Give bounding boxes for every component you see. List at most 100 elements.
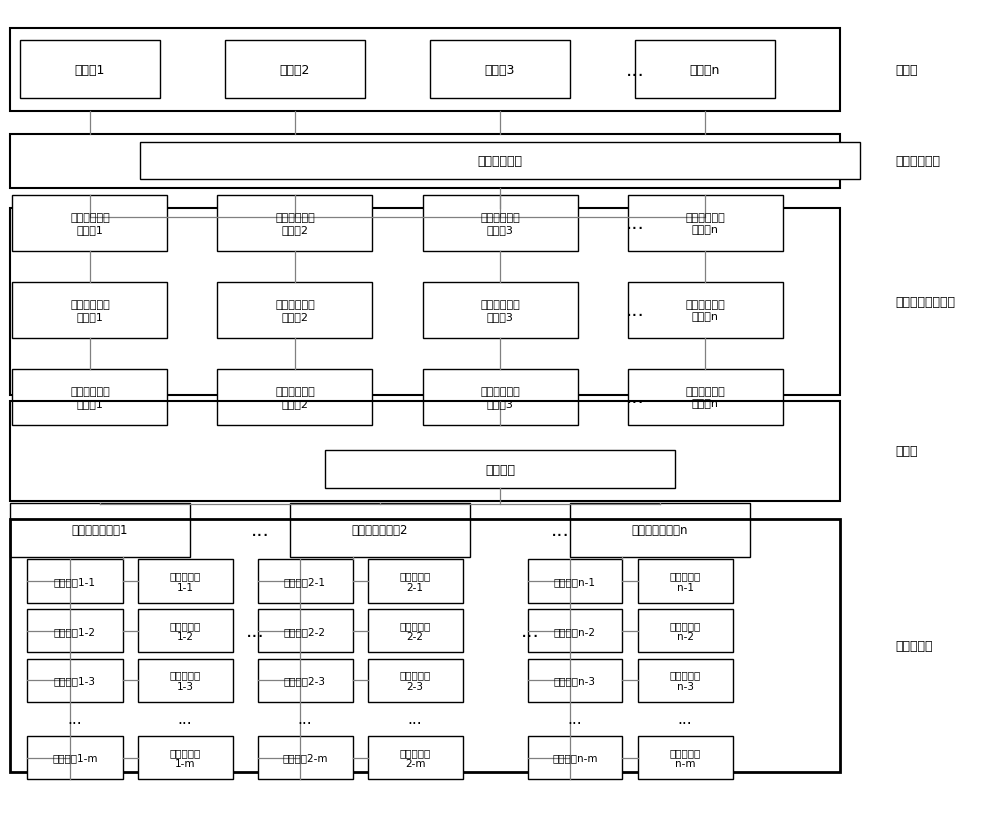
FancyBboxPatch shape: [528, 609, 622, 652]
Text: 智能热量表: 智能热量表: [895, 639, 932, 652]
Text: 智能热量表
2-m: 智能热量表 2-m: [399, 747, 431, 768]
Text: 智能热量表
n-1: 智能热量表 n-1: [669, 570, 701, 592]
FancyBboxPatch shape: [140, 142, 860, 180]
Text: 智能热量表
2-3: 智能热量表 2-3: [399, 670, 431, 691]
Text: ...: ...: [678, 711, 692, 726]
Text: 用户端2: 用户端2: [280, 64, 310, 77]
Text: 通信模块n-m: 通信模块n-m: [552, 753, 598, 763]
FancyBboxPatch shape: [422, 282, 578, 339]
Text: 通信模块1-2: 通信模块1-2: [54, 626, 96, 636]
Text: ...: ...: [68, 711, 82, 726]
Text: 热力公司管理
服务器1: 热力公司管理 服务器1: [70, 300, 110, 321]
FancyBboxPatch shape: [20, 41, 160, 99]
Text: 传感网: 传感网: [895, 445, 918, 458]
Text: 通信模块2-m: 通信模块2-m: [282, 753, 328, 763]
Text: 热力公司管理
服务器2: 热力公司管理 服务器2: [275, 300, 315, 321]
FancyBboxPatch shape: [638, 560, 732, 603]
Text: 公用网络: 公用网络: [485, 463, 515, 476]
FancyBboxPatch shape: [422, 195, 578, 252]
FancyBboxPatch shape: [368, 609, 462, 652]
FancyBboxPatch shape: [138, 609, 232, 652]
FancyBboxPatch shape: [225, 41, 365, 99]
Text: 热力公司服务
服务器n: 热力公司服务 服务器n: [685, 213, 725, 234]
Text: 物联网智能网关n: 物联网智能网关n: [632, 523, 688, 537]
Text: ...: ...: [551, 521, 569, 539]
FancyBboxPatch shape: [635, 41, 775, 99]
Text: 智能热量表
1-1: 智能热量表 1-1: [169, 570, 201, 592]
Text: 用户端n: 用户端n: [690, 64, 720, 77]
Text: 物联网智能网关1: 物联网智能网关1: [72, 523, 128, 537]
FancyBboxPatch shape: [27, 659, 122, 702]
Text: 通信模块2-1: 通信模块2-1: [284, 576, 326, 586]
Text: ...: ...: [626, 214, 644, 233]
FancyBboxPatch shape: [138, 560, 232, 603]
Text: 智能热量表
1-2: 智能热量表 1-2: [169, 620, 201, 642]
Text: 用户端3: 用户端3: [485, 64, 515, 77]
FancyBboxPatch shape: [12, 369, 167, 426]
Text: 用户端1: 用户端1: [75, 64, 105, 77]
FancyBboxPatch shape: [258, 659, 353, 702]
Text: 通信模块n-3: 通信模块n-3: [554, 676, 596, 686]
FancyBboxPatch shape: [12, 195, 167, 252]
FancyBboxPatch shape: [258, 560, 353, 603]
FancyBboxPatch shape: [528, 736, 622, 779]
Text: 热力公司通信
服务器n: 热力公司通信 服务器n: [685, 387, 725, 408]
Text: 热力公司通信
服务器2: 热力公司通信 服务器2: [275, 387, 315, 408]
Text: 热力公司服务
服务器1: 热力公司服务 服务器1: [70, 213, 110, 234]
FancyBboxPatch shape: [217, 195, 372, 252]
FancyBboxPatch shape: [368, 659, 462, 702]
FancyBboxPatch shape: [368, 736, 462, 779]
Text: ...: ...: [246, 622, 264, 640]
FancyBboxPatch shape: [325, 450, 675, 489]
FancyBboxPatch shape: [628, 369, 782, 426]
FancyBboxPatch shape: [628, 282, 782, 339]
FancyBboxPatch shape: [628, 195, 782, 252]
Text: 智能热量表
2-2: 智能热量表 2-2: [399, 620, 431, 642]
Text: 热力公司管理
服务器3: 热力公司管理 服务器3: [480, 300, 520, 321]
Text: 物联网智能网关2: 物联网智能网关2: [352, 523, 408, 537]
FancyBboxPatch shape: [570, 503, 750, 557]
Text: 热力公司服务
服务器2: 热力公司服务 服务器2: [275, 213, 315, 234]
FancyBboxPatch shape: [638, 659, 732, 702]
Text: 通信模块n-2: 通信模块n-2: [554, 626, 596, 636]
Text: ...: ...: [626, 61, 644, 79]
FancyBboxPatch shape: [430, 41, 570, 99]
FancyBboxPatch shape: [528, 560, 622, 603]
FancyBboxPatch shape: [27, 736, 122, 779]
FancyBboxPatch shape: [258, 609, 353, 652]
Text: 公共服务网络: 公共服务网络: [478, 155, 522, 168]
Text: ...: ...: [626, 388, 644, 407]
Text: ...: ...: [408, 711, 422, 726]
FancyBboxPatch shape: [10, 503, 190, 557]
FancyBboxPatch shape: [258, 736, 353, 779]
Text: 公共服务设施: 公共服务设施: [895, 155, 940, 168]
FancyBboxPatch shape: [217, 282, 372, 339]
Text: 热力公司通信
服务器3: 热力公司通信 服务器3: [480, 387, 520, 408]
Text: ...: ...: [626, 301, 644, 320]
Text: ...: ...: [298, 711, 312, 726]
Text: 智能热量表
2-1: 智能热量表 2-1: [399, 570, 431, 592]
Text: 通信模块2-3: 通信模块2-3: [284, 676, 326, 686]
Text: 智能热量表
n-m: 智能热量表 n-m: [669, 747, 701, 768]
FancyBboxPatch shape: [368, 560, 462, 603]
Text: 智能热量表
1-3: 智能热量表 1-3: [169, 670, 201, 691]
Text: ...: ...: [568, 711, 582, 726]
FancyBboxPatch shape: [217, 369, 372, 426]
FancyBboxPatch shape: [12, 282, 167, 339]
Text: 热力公司管理设施: 热力公司管理设施: [895, 296, 955, 309]
Text: 通信模块1-m: 通信模块1-m: [52, 753, 98, 763]
Text: 通信模块1-1: 通信模块1-1: [54, 576, 96, 586]
Text: 通信模块1-3: 通信模块1-3: [54, 676, 96, 686]
Text: 智能热量表
n-2: 智能热量表 n-2: [669, 620, 701, 642]
FancyBboxPatch shape: [528, 659, 622, 702]
Text: 通信模块2-2: 通信模块2-2: [284, 626, 326, 636]
FancyBboxPatch shape: [138, 736, 232, 779]
FancyBboxPatch shape: [638, 609, 732, 652]
FancyBboxPatch shape: [422, 369, 578, 426]
Text: 智能热量表
n-3: 智能热量表 n-3: [669, 670, 701, 691]
Text: 用户端: 用户端: [895, 64, 918, 77]
FancyBboxPatch shape: [638, 736, 732, 779]
Text: ...: ...: [178, 711, 192, 726]
Text: 热力公司服务
服务器3: 热力公司服务 服务器3: [480, 213, 520, 234]
FancyBboxPatch shape: [138, 659, 232, 702]
